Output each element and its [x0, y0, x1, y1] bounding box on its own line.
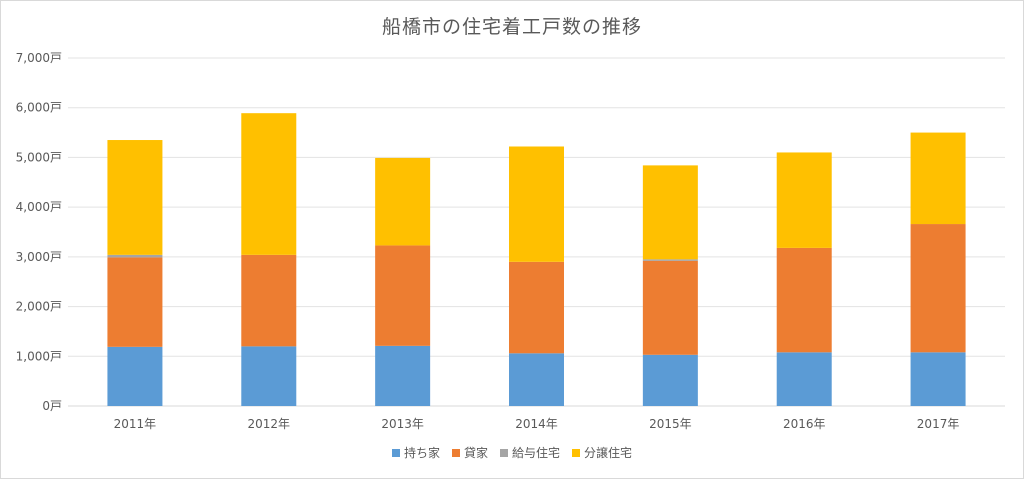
legend-label: 貸家 — [463, 446, 488, 460]
x-tick-label: 2014年 — [515, 417, 558, 431]
bar-segment — [241, 254, 297, 347]
x-tick-label: 2015年 — [649, 417, 692, 431]
y-tick-label: 1,000戸 — [16, 349, 62, 363]
bar-segment — [776, 247, 832, 353]
bar-segment — [375, 345, 431, 406]
legend-item: 持ち家 — [391, 444, 440, 461]
bar-segment — [107, 254, 163, 258]
y-tick-label: 5,000戸 — [16, 150, 62, 164]
bar-segment — [642, 165, 698, 260]
x-tick-label: 2012年 — [248, 417, 291, 431]
bar-segment — [241, 113, 297, 255]
legend-swatch — [451, 449, 460, 457]
bar-segment — [642, 259, 698, 261]
bar-segment — [910, 352, 966, 406]
bar-segment — [910, 224, 966, 353]
y-tick-label: 0戸 — [42, 399, 62, 413]
legend-swatch — [572, 449, 581, 457]
bar-segment — [642, 354, 698, 406]
y-tick-label: 4,000戸 — [16, 200, 62, 214]
bar-segment — [776, 152, 832, 248]
bar-segment — [375, 157, 431, 246]
bar-segment — [107, 346, 163, 406]
legend-item: 貸家 — [451, 444, 488, 461]
y-tick-label: 6,000戸 — [16, 101, 62, 115]
x-tick-label: 2011年 — [114, 417, 157, 431]
x-tick-label: 2013年 — [381, 417, 424, 431]
bar-segment — [107, 140, 163, 255]
bar-segment — [241, 346, 297, 406]
legend-label: 給与住宅 — [512, 446, 561, 460]
legend-label: 分譲住宅 — [584, 446, 633, 460]
bar-segment — [107, 257, 163, 347]
x-tick-label: 2016年 — [783, 417, 826, 431]
bar-segment — [642, 260, 698, 355]
legend-swatch — [500, 449, 508, 457]
legend-item: 給与住宅 — [500, 444, 560, 461]
bar-segment — [375, 245, 431, 346]
bar-segment — [910, 132, 966, 225]
legend-item: 分譲住宅 — [572, 444, 632, 461]
bar-segment — [509, 261, 564, 354]
x-tick-label: 2017年 — [917, 417, 960, 431]
chart-legend: 持ち家 貸家 給与住宅 分譲住宅 — [0, 444, 1024, 461]
y-tick-label: 3,000戸 — [16, 250, 62, 264]
bar-segment — [509, 353, 564, 406]
chart-title: 船橋市の住宅着工戸数の推移 — [381, 16, 642, 38]
y-tick-label: 2,000戸 — [16, 300, 62, 314]
bar-segment — [509, 146, 564, 262]
legend-swatch — [391, 449, 400, 457]
legend-label: 持ち家 — [403, 446, 440, 460]
y-tick-label: 7,000戸 — [16, 51, 62, 65]
bar-segment — [776, 352, 832, 406]
